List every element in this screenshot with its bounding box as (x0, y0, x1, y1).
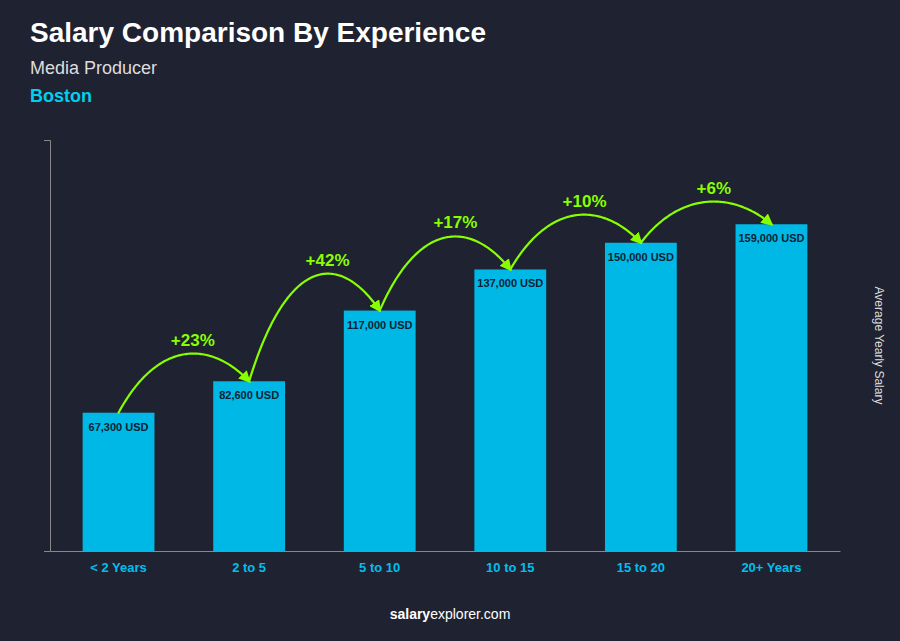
x-axis-line (51, 551, 841, 552)
x-tick-label: 15 to 20 (617, 560, 665, 575)
watermark-part: salary (390, 606, 431, 622)
bar (605, 243, 677, 551)
bar (344, 311, 416, 551)
data-labels: 67,300 USD 82,600 USD 117,000 USD 137,000 U… (89, 232, 805, 432)
annotation: +17% (433, 213, 477, 232)
watermark-part: explorer.com (430, 606, 510, 622)
x-tick: 20+ Years (741, 551, 801, 575)
x-tick-label: 20+ Years (741, 560, 801, 575)
data-label: 159,000 USD (738, 232, 804, 244)
annotations: +23% +42% +17% +10% +6% (171, 179, 731, 350)
bar (474, 269, 546, 551)
data-label: 150,000 USD (608, 251, 674, 263)
data-label: 117,000 USD (347, 319, 412, 331)
data-label: 82,600 USD (219, 389, 279, 401)
background (0, 0, 900, 641)
plot-marks (83, 202, 808, 551)
change-arrow (119, 354, 250, 413)
x-axis: < 2 Years 2 to 5 5 to 10 10 to 15 15 to 20 20… (51, 551, 841, 575)
y-axis (44, 141, 51, 552)
bar (213, 381, 285, 551)
annotation: +23% (171, 331, 215, 350)
watermark: salaryexplorer.com (390, 606, 511, 622)
change-arrow (380, 236, 511, 310)
data-label: 67,300 USD (89, 421, 149, 433)
chart: Salary Comparison By Experience Media Pro… (0, 0, 900, 641)
x-tick: 15 to 20 (617, 551, 665, 575)
title: Salary Comparison By Experience (30, 17, 486, 48)
x-tick-label: 10 to 15 (486, 560, 534, 575)
bar (736, 224, 808, 551)
annotation: +6% (697, 179, 732, 198)
x-tick-label: 2 to 5 (232, 560, 266, 575)
x-tick-label: < 2 Years (90, 560, 147, 575)
x-tick-label: 5 to 10 (359, 560, 400, 575)
subtitle: Media Producer (30, 58, 157, 78)
x-tick: < 2 Years (90, 551, 147, 575)
subtitle: Boston (30, 86, 92, 106)
y-axis-line (44, 141, 51, 552)
bar (83, 413, 155, 551)
annotation: +10% (563, 192, 607, 211)
y-axis-title: Average Yearly Salary (872, 287, 886, 405)
data-label: 137,000 USD (477, 277, 543, 289)
x-tick: 10 to 15 (486, 551, 534, 575)
annotation: +42% (306, 251, 350, 270)
x-tick: 2 to 5 (232, 551, 266, 575)
x-tick: 5 to 10 (359, 551, 400, 575)
